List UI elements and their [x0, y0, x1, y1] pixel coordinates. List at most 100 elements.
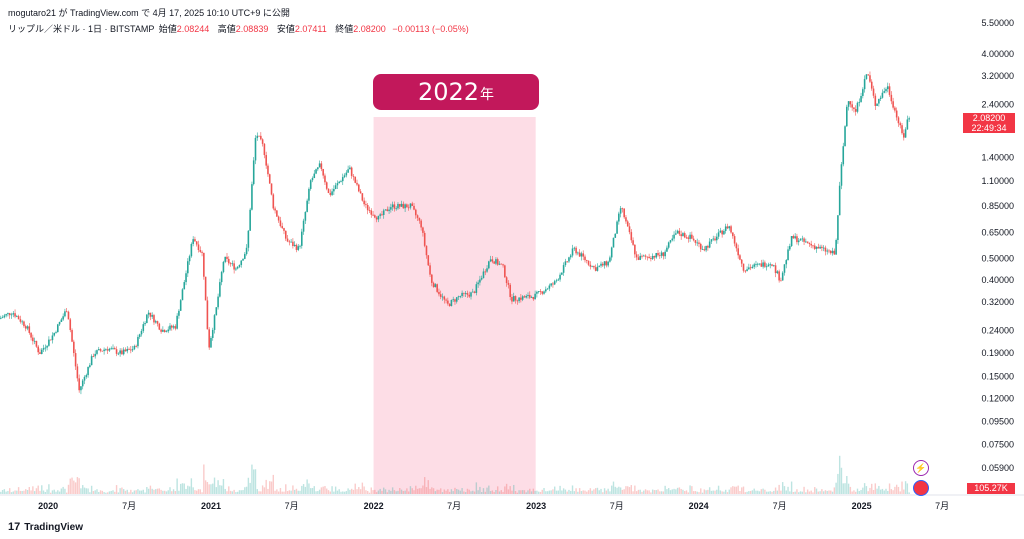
volume-bar	[657, 489, 659, 494]
candle-body	[580, 253, 583, 257]
candle-body	[489, 259, 492, 262]
candle-body	[432, 282, 435, 288]
candle-body	[283, 228, 285, 231]
candle-body	[744, 270, 747, 272]
volume-bar	[552, 489, 554, 494]
volume-bar	[265, 479, 267, 494]
volume-bar	[146, 486, 148, 494]
candle-body	[863, 79, 866, 90]
volume-bar	[821, 489, 823, 494]
candle-body	[621, 208, 624, 210]
candle-body	[23, 321, 25, 327]
candle-body	[251, 184, 253, 210]
volume-bar	[869, 487, 871, 494]
candle-body	[427, 255, 430, 266]
volume-bar	[890, 489, 893, 494]
y-tick-label: 0.40000	[981, 275, 1014, 285]
candle-body	[735, 243, 738, 249]
volume-bar	[530, 491, 533, 494]
candle-body	[258, 135, 260, 137]
volume-bar	[520, 490, 522, 494]
candle-body	[546, 288, 549, 290]
flag-icon[interactable]	[913, 480, 929, 496]
candle-body	[751, 266, 754, 269]
candle-body	[149, 312, 152, 317]
volume-bar	[74, 482, 77, 494]
volume-bar	[680, 488, 682, 494]
volume-bar	[527, 490, 529, 494]
candle-body	[217, 296, 219, 308]
candle-body	[541, 291, 544, 294]
volume-bar	[365, 490, 367, 494]
volume-bar	[372, 490, 374, 494]
volume-bar	[573, 491, 576, 494]
volume-bar	[596, 487, 599, 494]
candle-body	[413, 205, 415, 210]
volume-bar	[83, 487, 86, 494]
candle-body	[65, 311, 68, 313]
lightning-icon[interactable]: ⚡	[913, 460, 929, 476]
volume-bar	[41, 485, 43, 494]
candle-body	[600, 263, 602, 266]
candle-body	[552, 283, 554, 285]
volume-bar	[473, 491, 476, 494]
y-tick-label: 0.65000	[981, 228, 1014, 238]
candle-body	[835, 240, 837, 255]
candle-body	[183, 282, 186, 290]
candle-body	[30, 332, 32, 338]
candle-body	[181, 289, 184, 301]
volume-bar	[700, 488, 702, 494]
candle-body	[689, 234, 691, 239]
volume-bar	[55, 491, 57, 494]
candle-body	[869, 75, 871, 82]
candle-body	[156, 321, 159, 324]
volume-bar	[299, 490, 301, 494]
candle-body	[774, 265, 777, 274]
candle-body	[350, 167, 353, 176]
volume-bar	[440, 488, 442, 494]
volume-bar	[137, 489, 139, 494]
candle-body	[908, 118, 910, 120]
candle-body	[167, 329, 170, 332]
candle-body	[119, 350, 121, 354]
volume-bar	[334, 486, 337, 494]
volume-bar	[539, 491, 542, 494]
volume-bar	[320, 487, 323, 494]
volume-bar	[509, 486, 511, 494]
volume-bar	[835, 482, 837, 494]
candle-body	[113, 348, 116, 350]
candle-body	[53, 332, 56, 336]
volume-bar	[9, 488, 11, 494]
volume-bar	[293, 489, 296, 494]
low-label: 安値	[276, 24, 295, 34]
candle-body	[794, 236, 796, 239]
candle-body	[137, 336, 139, 347]
volume-bar	[368, 492, 371, 494]
volume-bar	[5, 491, 7, 494]
candle-body	[591, 265, 593, 267]
candle-body	[71, 330, 73, 342]
volume-bar	[849, 486, 852, 494]
candle-body	[769, 264, 772, 266]
volume-bar	[482, 488, 485, 494]
volume-bar	[568, 489, 570, 494]
volume-bar	[618, 486, 620, 494]
volume-bar	[399, 488, 401, 494]
highlight-2022-band	[373, 117, 536, 494]
candle-body	[609, 257, 611, 262]
candle-body	[19, 319, 22, 322]
candle-body	[639, 255, 642, 260]
volume-bar	[627, 486, 629, 494]
candle-body	[252, 160, 255, 185]
candle-body	[347, 169, 349, 173]
tradingview-footer[interactable]: 17 TradingView	[8, 521, 83, 533]
volume-bar	[222, 479, 225, 494]
y-tick-label: 1.40000	[981, 152, 1014, 162]
volume-bar	[179, 483, 182, 494]
volume-bar	[881, 488, 884, 494]
volume-bar	[477, 490, 479, 494]
candle-body	[90, 356, 93, 366]
volume-bar	[122, 489, 125, 494]
candle-body	[671, 238, 674, 241]
